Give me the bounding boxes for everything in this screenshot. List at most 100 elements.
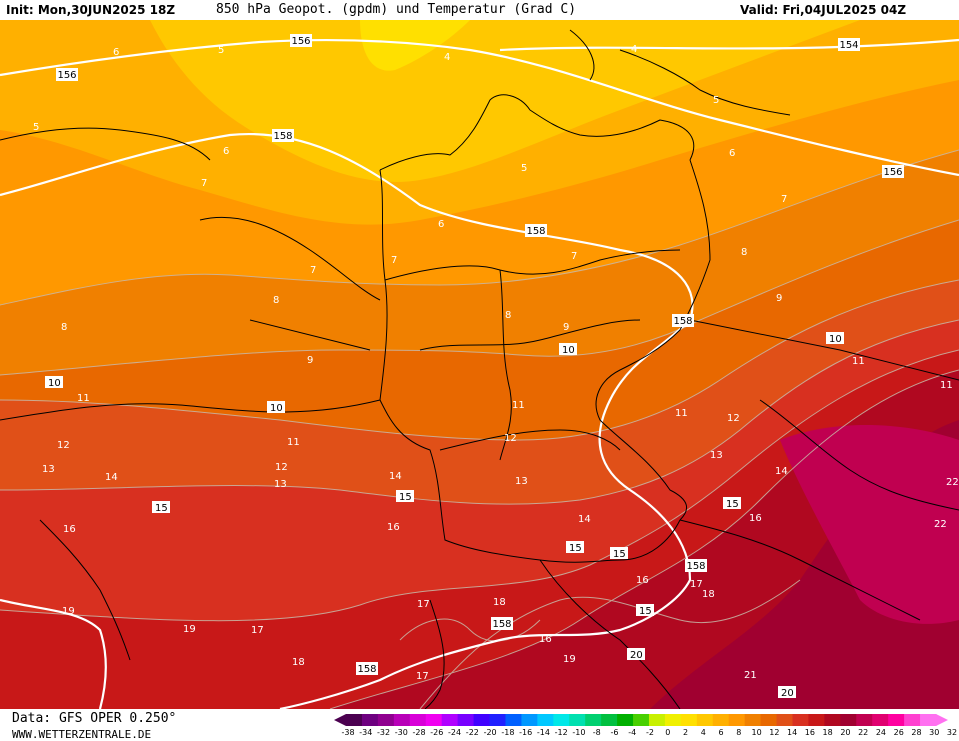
temp-label: 14 — [105, 472, 118, 483]
scale-swatch — [377, 714, 395, 726]
init-time: Init: Mon,30JUN2025 18Z — [6, 3, 176, 17]
scale-tick-label: -18 — [501, 728, 515, 737]
temp-label: 14 — [578, 514, 591, 525]
temp-label: 5 — [33, 122, 39, 133]
temp-label: 10 — [270, 403, 283, 414]
temp-label: 16 — [539, 634, 552, 645]
color-scale-ticks: -38 -34 -32 -30 -28 -26 -24 -22 -20 -18 -16 -14 -12-… — [336, 728, 957, 740]
scale-swatch — [696, 714, 714, 726]
scale-tick-label: 14 — [787, 728, 798, 737]
scale-tick-label: 0 — [665, 728, 671, 737]
scale-tick-label: 26 — [893, 728, 904, 737]
scale-swatch — [760, 714, 778, 726]
temp-label: 10 — [562, 345, 575, 356]
gp-label: 158 — [673, 316, 692, 327]
temp-label: 19 — [62, 606, 75, 617]
scale-swatch — [537, 714, 554, 726]
temp-label: 4 — [444, 52, 450, 63]
temp-label: 5 — [713, 95, 719, 106]
temp-label: 6 — [438, 219, 444, 230]
scale-swatch — [409, 714, 427, 726]
borders — [0, 29, 959, 709]
temp-label: 15 — [155, 503, 168, 514]
scale-swatch — [920, 714, 937, 726]
scale-tick-label: -28 — [412, 728, 426, 737]
temp-label: 17 — [690, 579, 703, 590]
temp-label: 4 — [631, 44, 637, 55]
temp-label: 13 — [515, 476, 528, 487]
temp-label: 5 — [521, 163, 527, 174]
temp-band-4 — [360, 20, 470, 71]
temp-label: 7 — [781, 194, 787, 205]
scale-tick-label: -16 — [519, 728, 533, 737]
scale-swatch — [393, 714, 411, 726]
scale-tick-label: 12 — [769, 728, 780, 737]
valid-time: Valid: Fri,04JUL2025 04Z — [740, 3, 907, 17]
scale-swatch — [601, 714, 618, 726]
weather-map[interactable]: 156 156 158 156 154 158 158 158 158 158 … — [0, 20, 959, 709]
temp-label: 6 — [729, 148, 735, 159]
scale-tick-label: -20 — [483, 728, 497, 737]
scale-swatch — [569, 714, 586, 726]
temp-label: 15 — [613, 549, 626, 560]
temp-label: 17 — [251, 625, 264, 636]
geopotential-labels: 156 156 158 156 154 158 158 158 158 158 — [56, 34, 904, 675]
temp-label: 10 — [48, 378, 61, 389]
scale-tick-label: 18 — [822, 728, 833, 737]
scale-tick-label: 6 — [718, 728, 724, 737]
scale-swatch — [441, 714, 459, 726]
temp-label: 22 — [946, 477, 959, 488]
temp-label: 11 — [77, 393, 90, 404]
data-source: Data: GFS OPER 0.250° — [12, 711, 177, 726]
color-scale-bar — [334, 714, 948, 726]
temp-label: 8 — [273, 295, 279, 306]
temp-label: 11 — [940, 380, 953, 391]
temp-label: 6 — [113, 47, 119, 58]
temp-label: 6 — [223, 146, 229, 157]
temp-label: 9 — [776, 293, 782, 304]
temp-label: 11 — [512, 400, 525, 411]
scale-swatch — [346, 714, 363, 726]
temp-label: 12 — [275, 462, 288, 473]
temp-label: 5 — [218, 45, 224, 56]
scale-tick-label: 16 — [804, 728, 815, 737]
scale-tick-label: -24 — [448, 728, 462, 737]
scale-swatch — [728, 714, 746, 726]
scale-swatch — [824, 714, 841, 726]
scale-swatch — [521, 714, 538, 726]
scale-tick-label: 8 — [736, 728, 742, 737]
temp-label: 21 — [744, 670, 757, 681]
temp-label: 13 — [710, 450, 723, 461]
scale-swatch — [872, 714, 889, 726]
scale-tick-label: -22 — [465, 728, 479, 737]
scale-tick-label: -26 — [430, 728, 444, 737]
temp-label: 8 — [61, 322, 67, 333]
gp-label: 158 — [526, 226, 545, 237]
scale-swatch — [904, 714, 921, 726]
temp-label: 16 — [63, 524, 76, 535]
temp-label: 15 — [639, 606, 652, 617]
scale-tick-label: -2 — [646, 728, 654, 737]
header-bar: Init: Mon,30JUN2025 18Z 850 hPa Geopot. … — [0, 0, 959, 20]
temp-label: 9 — [563, 322, 569, 333]
gp-label: 156 — [291, 36, 310, 47]
temp-label: 14 — [389, 471, 402, 482]
temp-label: 15 — [569, 543, 582, 554]
temp-label: 19 — [563, 654, 576, 665]
temp-label: 9 — [307, 355, 313, 366]
temp-band-5 — [150, 20, 860, 182]
temp-label: 20 — [630, 650, 643, 661]
temp-label: 11 — [852, 356, 865, 367]
isohypse-156 — [0, 38, 959, 177]
temp-label: 20 — [781, 688, 794, 699]
temp-band-24 — [780, 425, 959, 624]
scale-swatch — [840, 714, 857, 726]
temp-label: 11 — [287, 437, 300, 448]
gp-label: 154 — [839, 40, 858, 51]
temp-label: 8 — [505, 310, 511, 321]
scale-tick-label: -4 — [628, 728, 637, 737]
scale-swatch — [553, 714, 570, 726]
scale-tick-label: 4 — [700, 728, 706, 737]
footer-bar: Data: GFS OPER 0.250° WWW.WETTERZENTRALE… — [0, 709, 959, 741]
scale-tick-label: 20 — [840, 728, 851, 737]
